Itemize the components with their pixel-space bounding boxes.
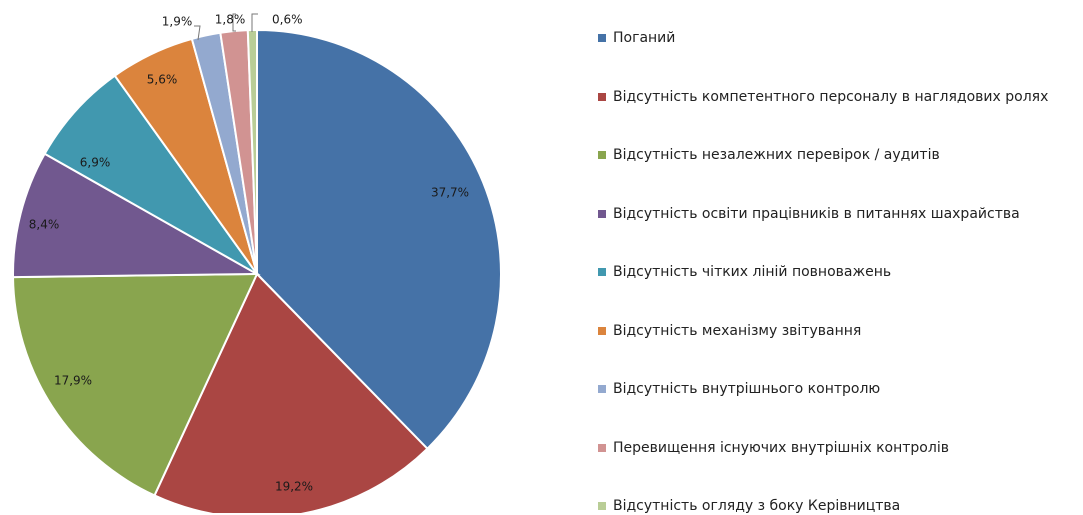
slice-value-label: 17,9% — [54, 374, 92, 388]
legend-swatch — [598, 34, 606, 42]
slice-value-label: 19,2% — [275, 480, 313, 494]
legend-label: Поганий — [613, 30, 676, 46]
legend-swatch — [598, 326, 606, 335]
legend-item: Перевищення існуючих внутрішніх контролі… — [598, 439, 949, 457]
label-leader-line — [232, 13, 236, 32]
legend-swatch — [598, 151, 606, 159]
pie-slice — [256, 28, 502, 451]
label-leader-line — [251, 13, 258, 32]
legend-swatch — [598, 443, 606, 452]
slice-value-label: 37,7% — [431, 186, 469, 200]
pie-slice — [12, 152, 261, 279]
legend-item: Відсутність огляду з боку Керівництва — [598, 497, 900, 515]
slice-value-label: 8,4% — [29, 218, 60, 232]
pie-plot-area: 37,7% 19,2% 17,9% 8,4% 6,9% 5,6% 1,9% 1,8% 0,6% — [12, 13, 502, 513]
slice-value-label: 1,9% — [162, 15, 193, 29]
legend-label: Відсутність огляду з боку Керівництва — [613, 498, 901, 514]
legend-item: Відсутність компетентного персоналу в на… — [598, 88, 1048, 106]
legend-item: Відсутність чітких ліній повноважень — [598, 263, 891, 281]
legend-label: Відсутність внутрішнього контролю — [613, 381, 881, 397]
legend-label: Відсутність незалежних перевірок / аудит… — [613, 147, 940, 163]
legend-item: Відсутність незалежних перевірок / аудит… — [598, 146, 940, 164]
slice-value-label: 0,6% — [272, 13, 303, 27]
label-leader-line — [194, 25, 201, 41]
slice-value-label: 5,6% — [147, 73, 178, 87]
pie-slice — [43, 74, 258, 275]
legend-item: Відсутність внутрішнього контролю — [598, 380, 880, 398]
slice-value-label: 6,9% — [80, 156, 111, 170]
legend-item: Відсутність освіти працівників в питання… — [598, 205, 1020, 223]
legend-item: Відсутність механізму звітування — [598, 322, 861, 340]
slice-value-label: 1,8% — [215, 13, 246, 27]
legend-label: Перевищення існуючих внутрішніх контролі… — [613, 439, 949, 456]
legend-swatch — [598, 92, 606, 101]
pie-slice — [153, 272, 429, 513]
legend-swatch — [598, 385, 606, 393]
pie-slice — [12, 272, 259, 497]
legend-swatch — [598, 209, 606, 218]
legend-swatch — [598, 502, 606, 510]
legend-label: Відсутність чітких ліній повноважень — [613, 264, 892, 280]
legend-label: Відсутність компетентного персоналу в на… — [613, 88, 1049, 105]
legend-swatch — [598, 268, 606, 276]
legend-item: Поганий — [598, 29, 675, 47]
legend-label: Відсутність освіти працівників в питання… — [613, 205, 1020, 222]
legend-label: Відсутність механізму звітування — [613, 322, 862, 339]
